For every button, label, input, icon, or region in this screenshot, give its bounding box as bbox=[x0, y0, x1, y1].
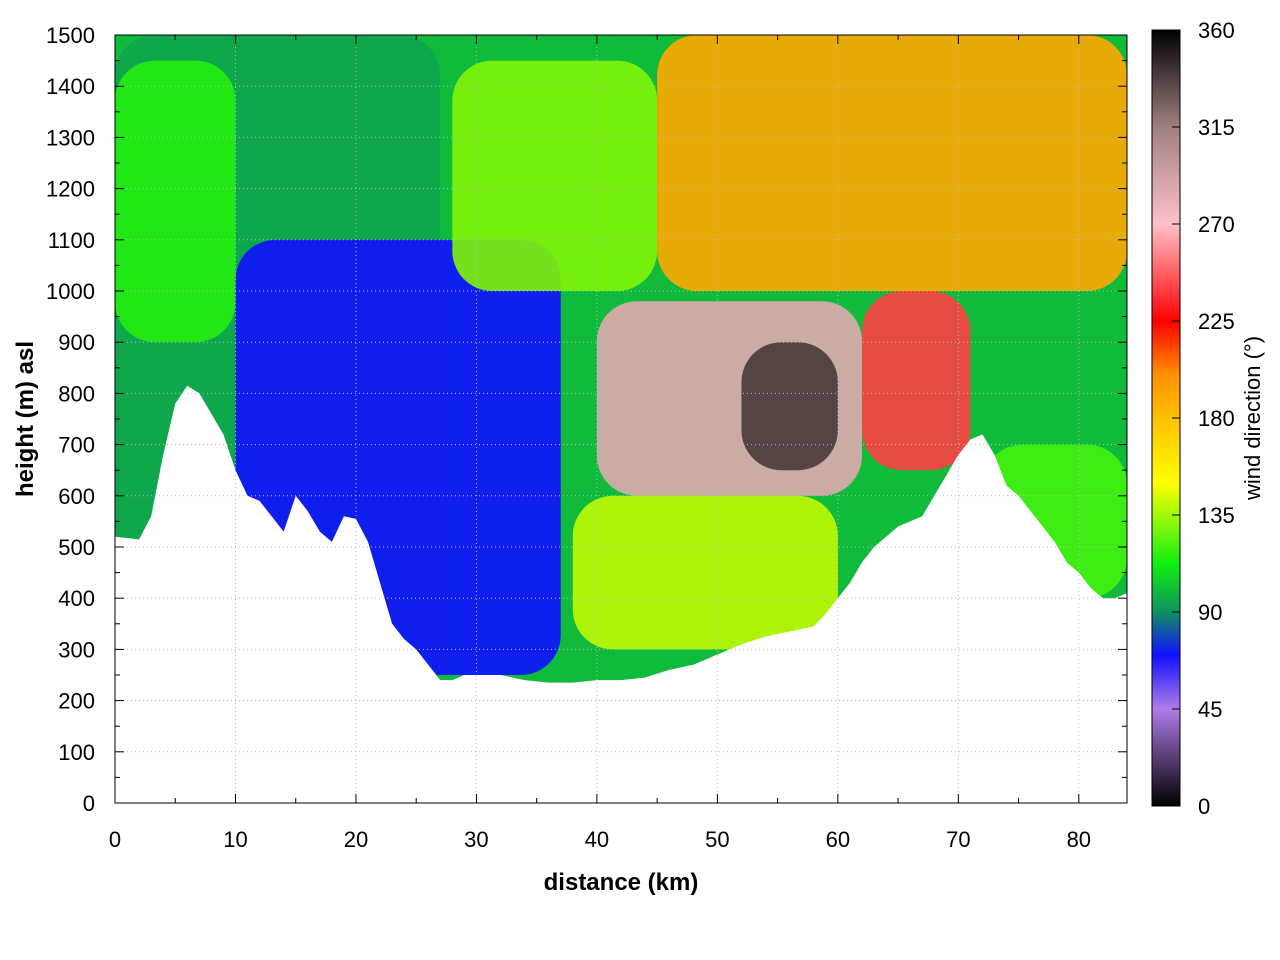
y-tick-label: 1200 bbox=[46, 177, 95, 202]
x-tick-label: 0 bbox=[109, 827, 121, 852]
x-tick-label: 60 bbox=[826, 827, 850, 852]
x-tick-label: 30 bbox=[464, 827, 488, 852]
y-tick-label: 1100 bbox=[48, 228, 95, 253]
colorbar-ticks: 0 45 90 135 180 225 270 315 360 bbox=[1172, 18, 1235, 819]
x-tick-label: 20 bbox=[344, 827, 368, 852]
y-tick-label: 1300 bbox=[46, 125, 95, 150]
y-tick-label: 1500 bbox=[46, 23, 95, 48]
wind-region bbox=[741, 342, 838, 471]
plot-area: 0 10 20 30 40 50 60 70 80 0 100 200 300 400 500 600 700… bbox=[46, 23, 1128, 852]
wind-region bbox=[657, 35, 1127, 291]
y-tick-label: 1400 bbox=[46, 74, 95, 99]
colorbar-tick-label: 135 bbox=[1198, 503, 1235, 528]
wind-region bbox=[861, 291, 971, 471]
grid bbox=[115, 35, 1127, 803]
colorbar-tick-label: 0 bbox=[1198, 794, 1210, 819]
y-tick-label: 400 bbox=[58, 586, 95, 611]
y-tick-label: 600 bbox=[58, 484, 95, 509]
wind-region bbox=[452, 60, 658, 291]
colorbar-tick-label: 315 bbox=[1198, 115, 1235, 140]
x-tick-label: 70 bbox=[946, 827, 970, 852]
colorbar-tick-label: 225 bbox=[1198, 309, 1235, 334]
x-tick-label: 50 bbox=[705, 827, 729, 852]
y-tick-label: 100 bbox=[58, 740, 95, 765]
y-axis-title: height (m) asl bbox=[12, 341, 39, 497]
colorbar-tick-label: 180 bbox=[1198, 406, 1235, 431]
colorbar-tick-label: 270 bbox=[1198, 212, 1235, 237]
y-tick-label: 900 bbox=[58, 330, 95, 355]
y-axis: 0 100 200 300 400 500 600 700 800 900 1000 1100 1200… bbox=[46, 23, 1127, 816]
y-tick-label: 800 bbox=[58, 381, 95, 406]
x-tick-label: 80 bbox=[1067, 827, 1091, 852]
x-tick-label: 10 bbox=[223, 827, 247, 852]
y-tick-label: 1000 bbox=[46, 279, 95, 304]
colorbar: 0 45 90 135 180 225 270 315 360 wind direction (… bbox=[1151, 18, 1265, 819]
terrain-mask bbox=[115, 385, 1127, 803]
colorbar-tick-label: 90 bbox=[1198, 600, 1222, 625]
y-tick-label: 300 bbox=[58, 637, 95, 662]
x-axis: 0 10 20 30 40 50 60 70 80 bbox=[109, 35, 1091, 852]
colorbar-title: wind direction (°) bbox=[1240, 336, 1265, 501]
colorbar-tick-label: 360 bbox=[1198, 18, 1235, 43]
wind-region bbox=[115, 60, 236, 343]
y-tick-label: 500 bbox=[58, 535, 95, 560]
y-tick-label: 700 bbox=[58, 433, 95, 458]
wind-region bbox=[572, 495, 838, 650]
x-tick-label: 40 bbox=[585, 827, 609, 852]
colorbar-tick-label: 45 bbox=[1198, 697, 1222, 722]
y-tick-label: 0 bbox=[83, 791, 95, 816]
y-tick-label: 200 bbox=[58, 689, 95, 714]
x-axis-title: distance (km) bbox=[544, 869, 699, 896]
